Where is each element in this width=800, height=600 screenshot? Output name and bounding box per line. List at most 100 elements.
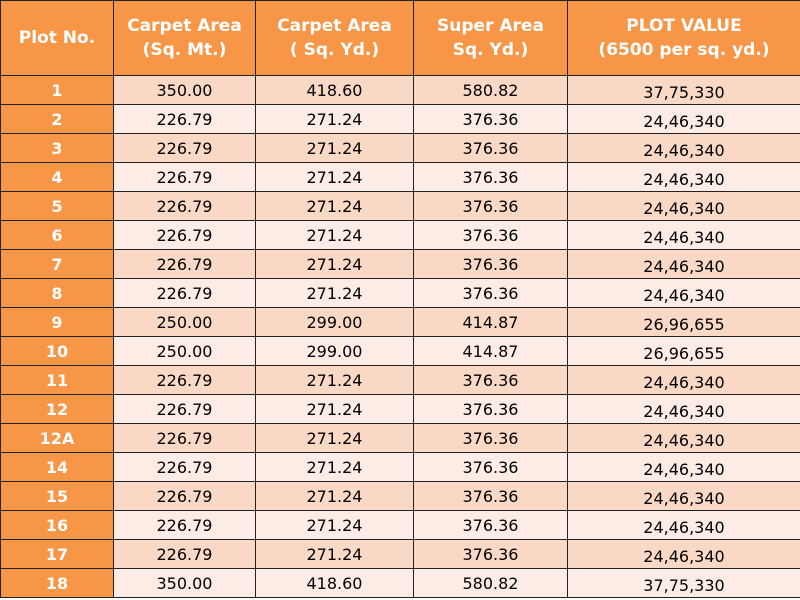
- plot-number: 12A: [0, 423, 114, 453]
- header-cell: Super Area Sq. Yd.): [413, 0, 568, 76]
- cell: 226.79: [113, 220, 256, 250]
- plot-number: 9: [0, 307, 114, 337]
- table-row: 10 250.00 299.00 414.87 26,96,655: [0, 336, 800, 366]
- cell: 26,96,655: [567, 307, 800, 337]
- plot-number: 12: [0, 394, 114, 424]
- header-line: Carpet Area: [127, 16, 242, 36]
- cell: 226.79: [113, 133, 256, 163]
- cell: 376.36: [413, 249, 568, 279]
- cell: 271.24: [255, 452, 414, 482]
- cell: 376.36: [413, 510, 568, 540]
- header-line: Plot No.: [18, 28, 96, 48]
- table-row: 15 226.79 271.24 376.36 24,46,340: [0, 481, 800, 511]
- table-row: 1 350.00 418.60 580.82 37,75,330: [0, 75, 800, 105]
- cell: 376.36: [413, 220, 568, 250]
- cell: 418.60: [255, 75, 414, 105]
- cell: 24,46,340: [567, 249, 800, 279]
- cell: 226.79: [113, 249, 256, 279]
- header-line: ( Sq. Yd.): [289, 40, 380, 60]
- cell: 580.82: [413, 75, 568, 105]
- cell: 271.24: [255, 249, 414, 279]
- cell: 271.24: [255, 104, 414, 134]
- table-row: 6 226.79 271.24 376.36 24,46,340: [0, 220, 800, 250]
- plot-number: 17: [0, 539, 114, 569]
- cell: 26,96,655: [567, 336, 800, 366]
- header-cell: Carpet Area (Sq. Mt.): [113, 0, 256, 76]
- cell: 271.24: [255, 162, 414, 192]
- plot-number: 15: [0, 481, 114, 511]
- cell: 24,46,340: [567, 220, 800, 250]
- cell: 226.79: [113, 104, 256, 134]
- cell: 580.82: [413, 568, 568, 598]
- cell: 226.79: [113, 481, 256, 511]
- plot-number: 10: [0, 336, 114, 366]
- plot-number: 4: [0, 162, 114, 192]
- cell: 350.00: [113, 568, 256, 598]
- table-row: 11 226.79 271.24 376.36 24,46,340: [0, 365, 800, 395]
- plot-number: 5: [0, 191, 114, 221]
- table-row: 9 250.00 299.00 414.87 26,96,655: [0, 307, 800, 337]
- cell: 376.36: [413, 162, 568, 192]
- cell: 24,46,340: [567, 133, 800, 163]
- header-cell: Carpet Area ( Sq. Yd.): [255, 0, 414, 76]
- plot-number: 18: [0, 568, 114, 598]
- header-line: (6500 per sq. yd.): [598, 40, 770, 60]
- plot-number: 14: [0, 452, 114, 482]
- header-line: PLOT VALUE: [626, 16, 742, 36]
- cell: 24,46,340: [567, 365, 800, 395]
- cell: 24,46,340: [567, 191, 800, 221]
- cell: 271.24: [255, 481, 414, 511]
- table-row: 16 226.79 271.24 376.36 24,46,340: [0, 510, 800, 540]
- plot-number: 2: [0, 104, 114, 134]
- cell: 376.36: [413, 539, 568, 569]
- cell: 24,46,340: [567, 423, 800, 453]
- cell: 226.79: [113, 162, 256, 192]
- table-row: 4 226.79 271.24 376.36 24,46,340: [0, 162, 800, 192]
- header-line: (Sq. Mt.): [142, 40, 227, 60]
- cell: 271.24: [255, 423, 414, 453]
- table-row: 18 350.00 418.60 580.82 37,75,330: [0, 568, 800, 598]
- cell: 24,46,340: [567, 481, 800, 511]
- cell: 226.79: [113, 191, 256, 221]
- cell: 226.79: [113, 423, 256, 453]
- cell: 24,46,340: [567, 394, 800, 424]
- cell: 376.36: [413, 365, 568, 395]
- header-cell: PLOT VALUE (6500 per sq. yd.): [567, 0, 800, 76]
- cell: 376.36: [413, 133, 568, 163]
- cell: 250.00: [113, 307, 256, 337]
- cell: 376.36: [413, 481, 568, 511]
- cell: 414.87: [413, 307, 568, 337]
- cell: 271.24: [255, 191, 414, 221]
- cell: 271.24: [255, 365, 414, 395]
- cell: 299.00: [255, 336, 414, 366]
- cell: 24,46,340: [567, 510, 800, 540]
- cell: 418.60: [255, 568, 414, 598]
- cell: 271.24: [255, 510, 414, 540]
- table-row: 8 226.79 271.24 376.36 24,46,340: [0, 278, 800, 308]
- plot-number: 6: [0, 220, 114, 250]
- cell: 376.36: [413, 423, 568, 453]
- plot-number: 1: [0, 75, 114, 105]
- cell: 271.24: [255, 220, 414, 250]
- cell: 376.36: [413, 278, 568, 308]
- cell: 226.79: [113, 394, 256, 424]
- cell: 24,46,340: [567, 278, 800, 308]
- cell: 37,75,330: [567, 75, 800, 105]
- plot-number: 11: [0, 365, 114, 395]
- table-row: 3 226.79 271.24 376.36 24,46,340: [0, 133, 800, 163]
- cell: 376.36: [413, 394, 568, 424]
- cell: 226.79: [113, 539, 256, 569]
- plot-number: 8: [0, 278, 114, 308]
- cell: 271.24: [255, 133, 414, 163]
- cell: 414.87: [413, 336, 568, 366]
- header-row: Plot No. Carpet Area (Sq. Mt.) Carpet Area (…: [0, 0, 800, 76]
- header-cell: Plot No.: [0, 0, 114, 76]
- cell: 376.36: [413, 452, 568, 482]
- cell: 271.24: [255, 539, 414, 569]
- cell: 271.24: [255, 278, 414, 308]
- cell: 226.79: [113, 278, 256, 308]
- table-row: 5 226.79 271.24 376.36 24,46,340: [0, 191, 800, 221]
- cell: 271.24: [255, 394, 414, 424]
